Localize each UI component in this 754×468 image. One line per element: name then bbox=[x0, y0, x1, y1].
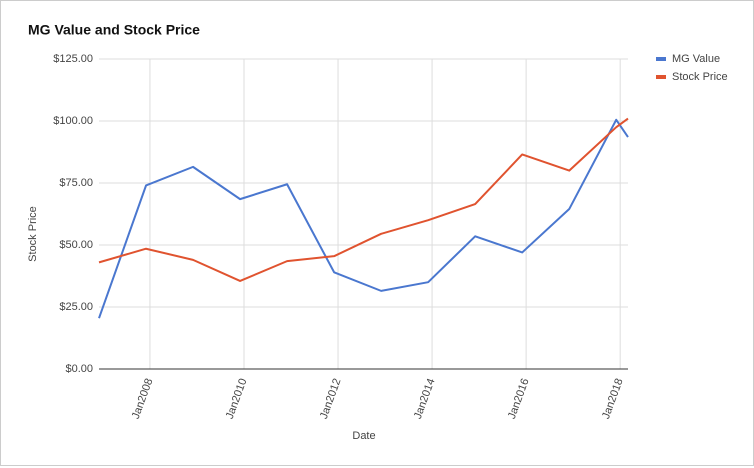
y-tick-label: $125.00 bbox=[53, 53, 93, 65]
y-tick-label: $25.00 bbox=[59, 301, 93, 313]
legend-label: Stock Price bbox=[672, 71, 728, 83]
y-tick-label: $0.00 bbox=[65, 363, 93, 375]
legend-label: MG Value bbox=[672, 53, 720, 65]
legend-swatch bbox=[656, 57, 666, 61]
y-tick-label: $100.00 bbox=[53, 115, 93, 127]
chart-title: MG Value and Stock Price bbox=[28, 22, 200, 38]
y-axis-title: Stock Price bbox=[27, 206, 39, 262]
legend-swatch bbox=[656, 75, 666, 79]
y-tick-label: $75.00 bbox=[59, 177, 93, 189]
y-tick-label: $50.00 bbox=[59, 239, 93, 251]
series-line bbox=[98, 117, 629, 282]
x-axis-title: Date bbox=[352, 430, 375, 442]
series-line bbox=[98, 118, 629, 319]
